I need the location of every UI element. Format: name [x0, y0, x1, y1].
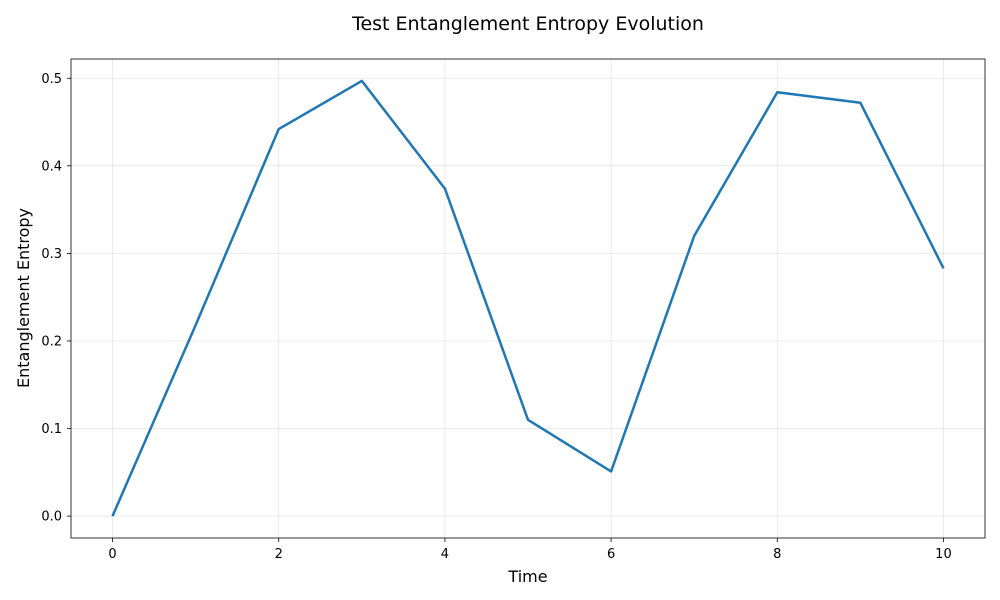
x-tick-label: 0 [108, 547, 116, 562]
y-tick-label: 0.5 [41, 72, 62, 87]
y-tick-label: 0.0 [41, 510, 62, 525]
x-tick-label: 2 [275, 547, 283, 562]
series-layer [111, 79, 945, 517]
y-axis-label: Entanglement Entropy [14, 208, 33, 388]
x-axis-label: Time [507, 567, 547, 586]
y-tick-label: 0.1 [41, 422, 62, 437]
y-tick-label: 0.2 [41, 334, 62, 349]
chart-title: Test Entanglement Entropy Evolution [351, 13, 704, 35]
x-tick-label: 4 [441, 547, 449, 562]
axes-frame [70, 58, 986, 539]
ticks: 0 2 4 6 8 10 0.0 0.1 0.2 0.3 0.4 0.5 [41, 72, 951, 562]
x-tick-label: 10 [935, 547, 952, 562]
y-tick-label: 0.4 [41, 159, 62, 174]
x-tick-label: 8 [773, 547, 781, 562]
grid [71, 59, 985, 538]
x-tick-label: 6 [607, 547, 615, 562]
y-tick-label: 0.3 [41, 247, 62, 262]
series-line [111, 79, 945, 517]
